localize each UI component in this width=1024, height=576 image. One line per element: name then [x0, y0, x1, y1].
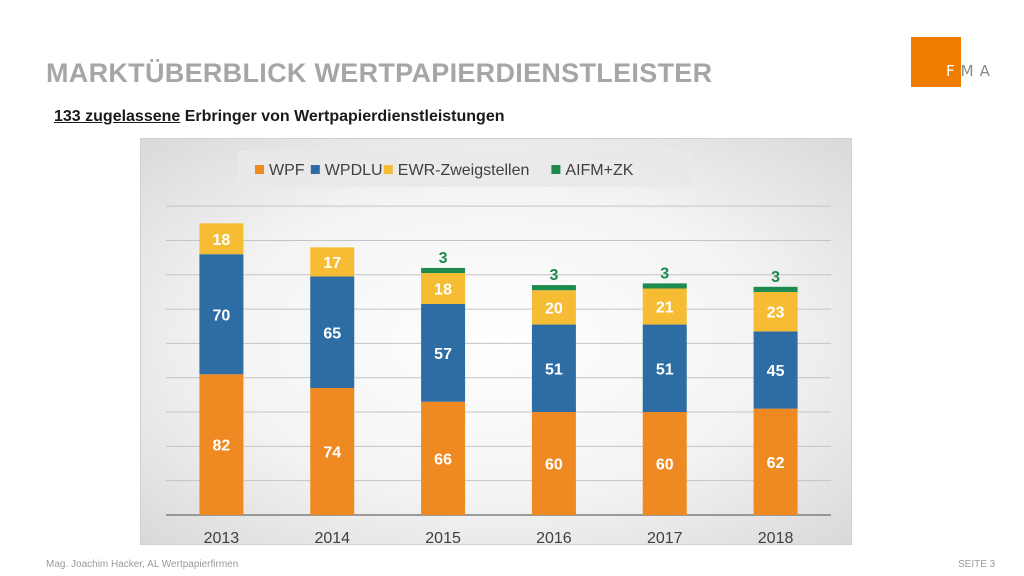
- data-label: 51: [656, 361, 674, 378]
- data-label: 3: [660, 265, 669, 282]
- x-tick-label: 2015: [425, 530, 461, 546]
- legend-label: WPDLU: [325, 162, 383, 179]
- legend-label: AIFM+ZK: [565, 162, 633, 179]
- legend-label: WPF: [269, 162, 305, 179]
- legend-swatch: [551, 165, 561, 174]
- bar-segment: [421, 273, 466, 304]
- data-label: 3: [549, 267, 558, 284]
- data-label: 45: [767, 363, 785, 380]
- data-label: 60: [545, 457, 563, 474]
- chart-legend: WPF WPDLU EWR-Zweigstellen AIFM+ZK: [238, 151, 692, 187]
- slide-subtitle: 133 zugelassene Erbringer von Wertpapier…: [54, 108, 505, 126]
- bar-segment: [531, 285, 576, 291]
- x-tick-label: 2016: [536, 530, 572, 546]
- legend-swatch: [383, 165, 393, 174]
- subtitle-text: Erbringer von Wertpapierdienstleistungen: [180, 108, 505, 125]
- legend-swatch: [255, 165, 264, 174]
- logo-box: [911, 37, 961, 87]
- stacked-bar-chart: 82 70 18 2013 74 65 17 2014 66 57 18 3 2015 60 51 20 3 20…: [166, 151, 831, 547]
- bar-segment: [642, 283, 687, 289]
- bar-segment: [642, 412, 687, 515]
- data-label: 70: [213, 307, 231, 324]
- x-tick-label: 2018: [758, 530, 794, 546]
- data-label: 65: [323, 325, 341, 342]
- bar-segment: [753, 331, 798, 409]
- slide-title: MARKTÜBERBLICK WERTPAPIERDIENSTLEISTER: [46, 58, 713, 88]
- bar-segment: [310, 276, 355, 389]
- bar-segment: [310, 388, 355, 515]
- data-label: 62: [767, 455, 785, 472]
- data-label: 18: [434, 282, 452, 299]
- fma-logo: FMA: [911, 37, 1001, 87]
- bar-segment: [531, 412, 576, 515]
- data-label: 21: [656, 300, 674, 317]
- bar-segment: [199, 374, 244, 515]
- x-tick-label: 2013: [204, 530, 240, 546]
- bar-segment: [642, 324, 687, 413]
- data-label: 57: [434, 346, 452, 363]
- data-label: 20: [545, 300, 563, 317]
- bar-segment: [531, 324, 576, 413]
- data-label: 82: [213, 438, 231, 455]
- bar-segment: [753, 408, 798, 515]
- bar-segment: [642, 288, 687, 325]
- data-label: 60: [656, 457, 674, 474]
- bar-segment: [421, 401, 466, 515]
- data-label: 66: [434, 451, 452, 468]
- legend-label: EWR-Zweigstellen: [398, 162, 530, 179]
- footer-author: Mag. Joachim Hacker, AL Wertpapierfirmen: [46, 559, 239, 570]
- data-label: 3: [771, 269, 780, 286]
- bar-segment: [421, 267, 466, 274]
- x-tick-label: 2014: [314, 530, 350, 546]
- x-tick-label: 2017: [647, 530, 683, 546]
- footer-page-number: SEITE 3: [958, 559, 996, 570]
- bar-segment: [753, 286, 798, 292]
- legend-swatch: [310, 165, 320, 174]
- logo-text: FMA: [946, 62, 996, 80]
- bar-segment: [310, 247, 355, 277]
- bar-segment: [531, 290, 576, 325]
- bar-segment: [753, 291, 798, 332]
- data-label: 74: [323, 445, 341, 462]
- data-label: 23: [767, 305, 785, 322]
- bar-segment: [199, 223, 244, 255]
- subtitle-count: 133 zugelassene: [54, 108, 181, 125]
- data-label: 3: [439, 250, 448, 267]
- data-label: 18: [213, 232, 231, 249]
- data-label: 51: [545, 361, 563, 378]
- bar-segment: [421, 303, 466, 402]
- bar-segment: [199, 254, 244, 375]
- chart-panel: 82 70 18 2013 74 65 17 2014 66 57 18 3 2015 60 51 20 3 20…: [140, 138, 852, 547]
- data-label: 17: [323, 255, 341, 272]
